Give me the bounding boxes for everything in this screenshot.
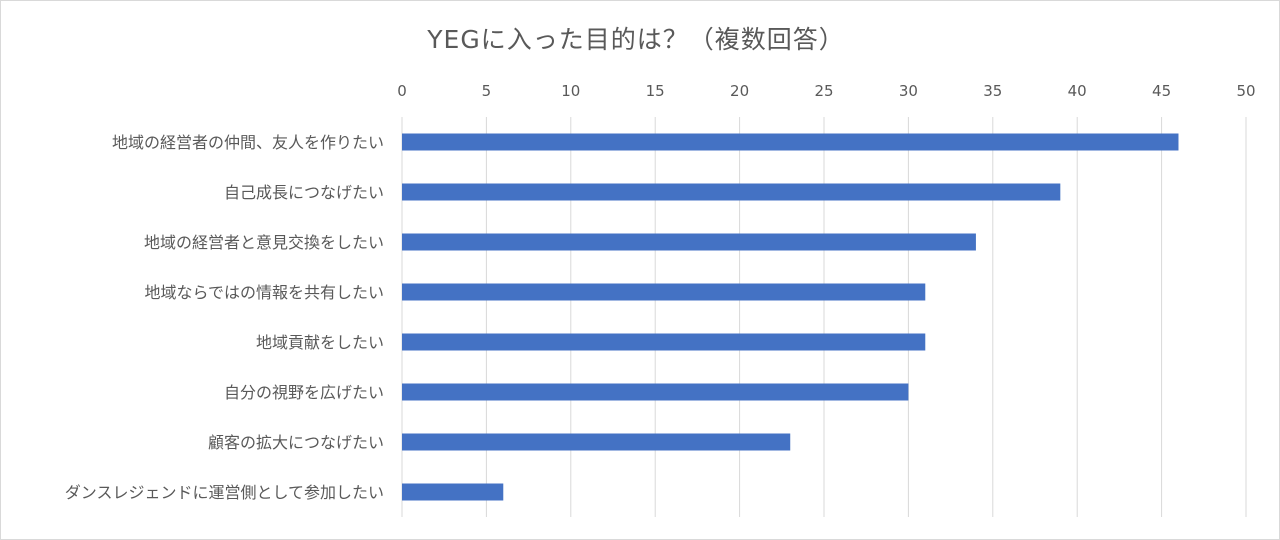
x-tick-label: 15 xyxy=(646,82,665,100)
x-tick-label: 10 xyxy=(561,82,580,100)
category-label: ダンスレジェンドに運営側として参加したい xyxy=(65,483,384,502)
bar xyxy=(402,483,504,501)
x-tick-label: 20 xyxy=(730,82,749,100)
bar xyxy=(402,383,909,401)
category-label: 地域の経営者の仲間、友人を作りたい xyxy=(112,133,384,152)
category-label: 地域ならではの情報を共有したい xyxy=(144,283,384,302)
chart-title: YEGに入った目的は？（複数回答） xyxy=(427,25,845,54)
x-tick-label: 40 xyxy=(1068,82,1087,100)
category-label: 自分の視野を広げたい xyxy=(224,383,384,402)
bar xyxy=(402,283,926,301)
x-axis-ticks: 0 5 10 15 20 25 30 35 40 45 50 xyxy=(397,82,1255,100)
bar xyxy=(402,433,791,451)
x-tick-label: 5 xyxy=(482,82,492,100)
category-labels: 地域の経営者の仲間、友人を作りたい自己成長につなげたい地域の経営者と意見交換をし… xyxy=(65,133,384,502)
bar xyxy=(402,183,1061,201)
category-label: 地域の経営者と意見交換をしたい xyxy=(144,233,384,252)
x-tick-label: 25 xyxy=(814,82,833,100)
x-tick-label: 35 xyxy=(983,82,1002,100)
x-tick-label: 50 xyxy=(1236,82,1255,100)
bar xyxy=(402,133,1179,151)
x-tick-label: 30 xyxy=(899,82,918,100)
category-label: 地域貢献をしたい xyxy=(256,333,384,352)
bar xyxy=(402,233,976,251)
x-tick-label: 0 xyxy=(397,82,407,100)
category-label: 顧客の拡大につなげたい xyxy=(208,433,384,452)
bar xyxy=(402,333,926,351)
gridlines xyxy=(401,117,1247,517)
x-tick-label: 45 xyxy=(1152,82,1171,100)
bars xyxy=(402,133,1179,501)
category-label: 自己成長につなげたい xyxy=(224,183,384,202)
